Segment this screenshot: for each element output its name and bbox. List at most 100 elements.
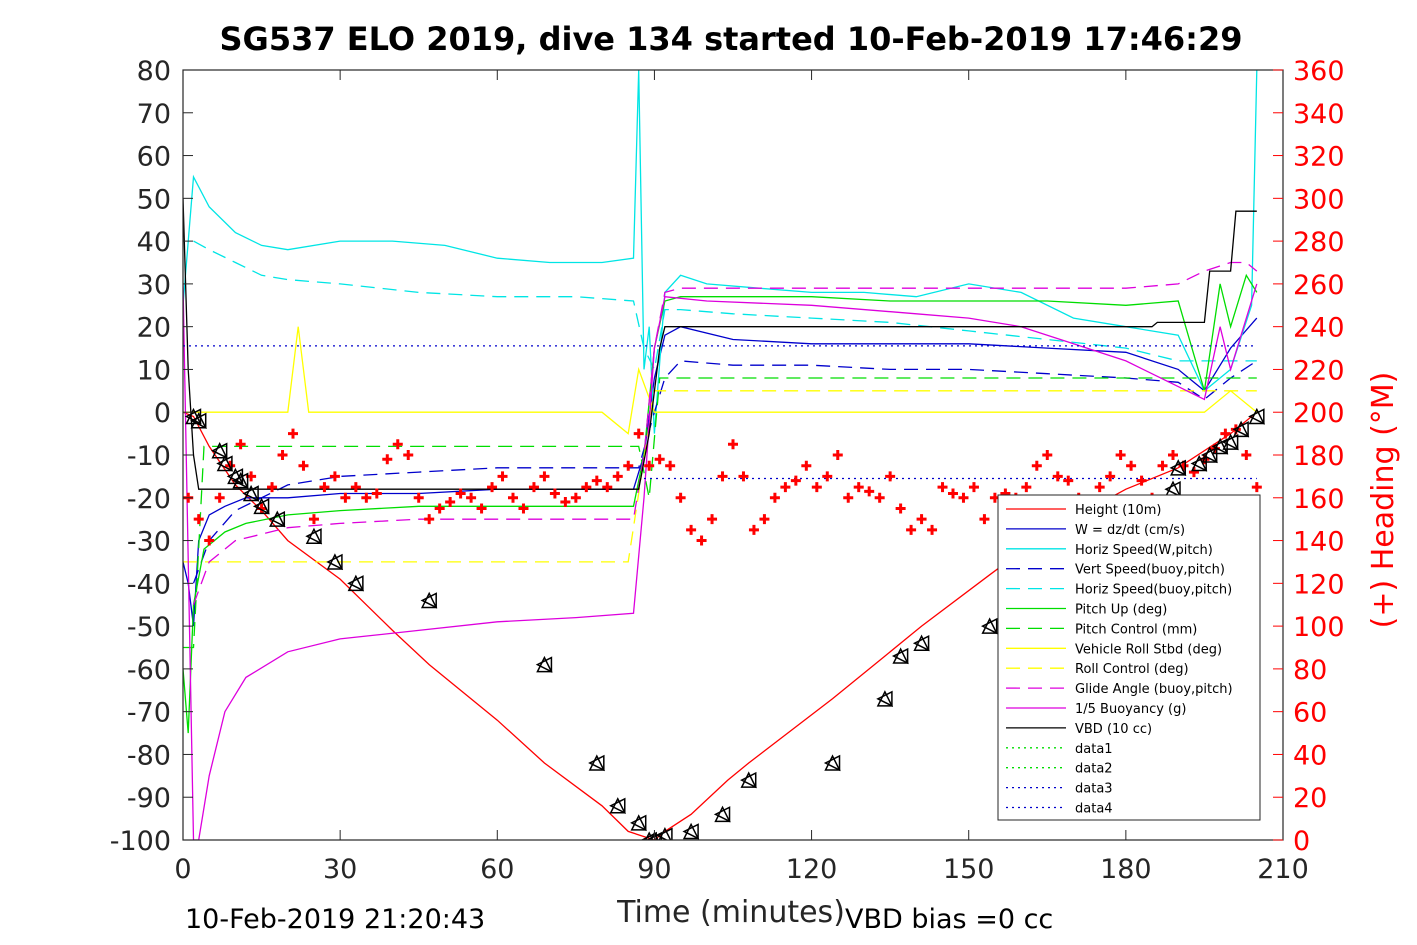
heading-point (1251, 482, 1262, 493)
right-tick-label: 300 (1293, 184, 1345, 215)
heading-point (518, 503, 529, 514)
y-tick-label: 40 (137, 227, 171, 258)
right-tick-label: 40 (1293, 740, 1327, 771)
heading-point (1241, 450, 1252, 460)
height-marker (876, 690, 894, 708)
legend-label: data2 (1075, 762, 1113, 777)
y-tick-label: -80 (127, 740, 171, 771)
heading-point (937, 482, 948, 493)
height-marker (1200, 446, 1218, 464)
height-marker (912, 634, 930, 652)
right-tick-label: 140 (1293, 527, 1345, 558)
height-marker (891, 647, 909, 665)
heading-point (350, 482, 361, 493)
heading-point (958, 492, 969, 503)
legend-item: Pitch Up (deg) (1006, 603, 1167, 618)
heading-point (319, 482, 330, 493)
height-marker (1232, 420, 1250, 438)
heading-point (1094, 482, 1105, 493)
heading-point (874, 492, 885, 503)
x-tick-label: 30 (323, 854, 357, 885)
heading-point (979, 514, 990, 525)
heading-point (560, 497, 571, 508)
heading-point (591, 475, 602, 486)
heading-point (277, 450, 288, 460)
heading-point (916, 514, 927, 525)
heading-point (455, 488, 466, 499)
y-tick-label: -70 (127, 698, 171, 729)
heading-point (728, 439, 738, 450)
legend-label: Roll Control (deg) (1075, 662, 1189, 677)
legend-item: W = dz/dt (cm/s) (1006, 523, 1185, 538)
height-marker (216, 454, 234, 472)
y-tick-label: -20 (127, 484, 171, 515)
y-tick-label: 20 (137, 313, 171, 344)
heading-point (466, 492, 477, 503)
heading-point (654, 454, 665, 465)
heading-point (308, 514, 319, 525)
heading-point (487, 482, 498, 493)
heading-point (1188, 467, 1199, 478)
y-tick-label: -10 (127, 441, 171, 472)
height-marker (630, 814, 647, 832)
legend-item: Glide Angle (buoy,pitch) (1006, 682, 1233, 697)
heading-point (1115, 450, 1126, 460)
heading-point (1220, 428, 1231, 439)
x-tick-label: 90 (637, 854, 671, 885)
heading-point (329, 471, 340, 482)
height-marker (656, 827, 673, 840)
series-line-10 (183, 283, 1258, 840)
heading-point (602, 482, 613, 493)
series-line-7 (183, 326, 1258, 435)
heading-point (361, 492, 372, 503)
height-marker (268, 510, 286, 528)
heading-point (1168, 450, 1178, 460)
heading-point (549, 488, 560, 499)
height-marker (210, 442, 228, 459)
legend-label: Vehicle Roll Stbd (deg) (1075, 642, 1222, 657)
heading-point (539, 471, 550, 482)
right-tick-label: 280 (1293, 227, 1345, 258)
heading-point (707, 514, 718, 525)
legend-item: Horiz Speed(W,pitch) (1006, 543, 1213, 558)
right-tick-label: 60 (1293, 698, 1327, 729)
heading-point (1126, 460, 1137, 471)
heading-point (570, 492, 581, 503)
heading-point (790, 475, 801, 486)
height-marker (252, 497, 270, 515)
right-tick-label: 100 (1293, 612, 1345, 643)
legend-item: Vert Speed(buoy,pitch) (1006, 563, 1225, 578)
legend-label: Height (10m) (1075, 503, 1161, 518)
heading-point (403, 450, 414, 460)
y-tick-label: 0 (154, 398, 171, 429)
heading-point (644, 460, 655, 471)
legend-item: Height (10m) (1006, 503, 1161, 518)
heading-point (853, 482, 864, 493)
heading-point (1021, 482, 1032, 493)
right-axis-label: (+) Heading (°M) (1366, 372, 1401, 629)
heading-point (340, 492, 351, 503)
height-marker (535, 655, 553, 673)
height-marker (242, 484, 260, 502)
series-line-6 (183, 377, 1257, 649)
heading-point (748, 524, 759, 535)
series-line-9 (192, 261, 1258, 605)
heading-point (822, 471, 833, 482)
legend-label: Horiz Speed(W,pitch) (1075, 543, 1213, 558)
x-tick-label: 180 (1100, 854, 1152, 885)
y-tick-label: -30 (127, 527, 171, 558)
heading-point (801, 460, 812, 471)
heading-point (371, 488, 382, 499)
heading-point (382, 454, 393, 465)
series-line-2 (183, 70, 1258, 434)
height-marker (640, 831, 657, 840)
heading-point (1042, 450, 1053, 460)
heading-point (424, 514, 435, 525)
legend-label: data4 (1075, 802, 1113, 817)
heading-point (581, 482, 592, 493)
legend-item: data4 (1006, 802, 1113, 817)
height-marker (823, 754, 841, 772)
legend-label: data1 (1075, 742, 1113, 757)
height-marker (588, 754, 606, 772)
legend-label: Horiz Speed(buoy,pitch) (1075, 583, 1232, 598)
